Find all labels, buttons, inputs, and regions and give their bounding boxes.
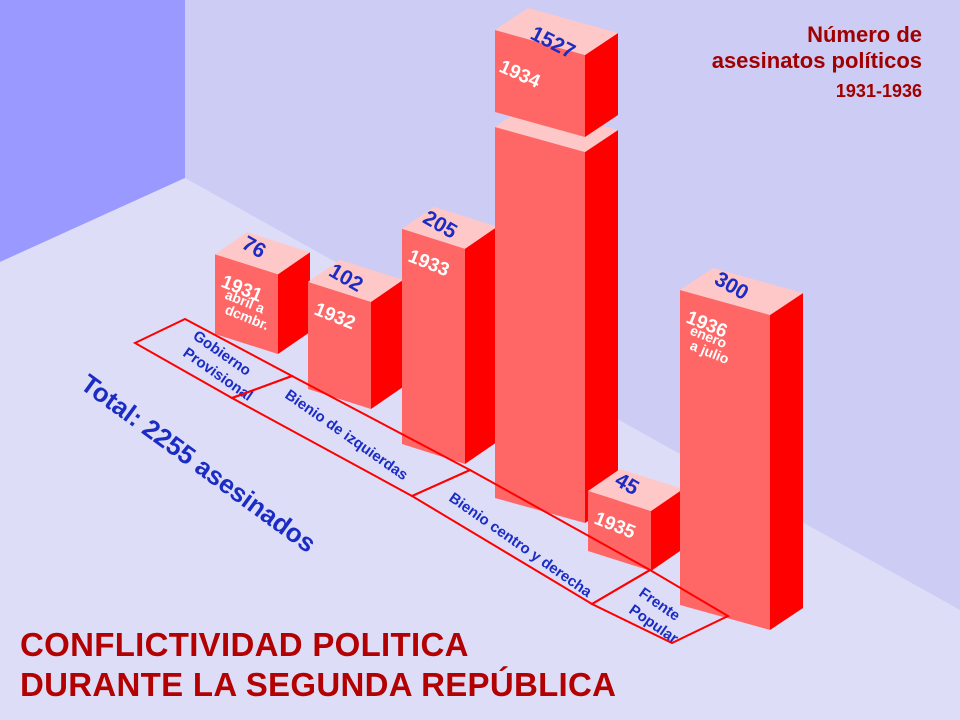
bar-1935-top [588,469,683,511]
bar-1935-front [588,491,651,571]
bar-1931-front [215,254,278,354]
bar-1931-side [278,252,310,354]
left-wall [0,0,185,262]
legend-years: 1931-1936 [835,80,922,101]
bar-1932-side [371,279,403,409]
title-line-1: CONFLICTIVIDAD POLITICA [20,626,469,663]
bar-1934-upper-top [495,8,618,55]
bar-1933-top [402,206,497,249]
bar-1933-side [465,226,497,464]
bar-1932-top [308,259,403,302]
bar-1934-lower-side [585,130,618,523]
bar-1936-top [680,268,803,315]
bar-1934-lower-front [495,127,585,523]
title-line-2: DURANTE LA SEGUNDA REPÚBLICA [20,666,617,704]
period-band-outline [589,568,731,645]
bar-1935-side [651,489,683,571]
legend-line-1: Número de [807,22,922,47]
bar-1932-front [308,281,371,409]
chart-legend-title: Número de asesinatos políticos 1931-1936 [712,22,922,102]
bar-1936-front [680,290,770,630]
page-title: CONFLICTIVIDAD POLITICA DURANTE LA SEGUN… [20,625,616,706]
bar-1933-front [402,228,465,464]
bar-1931-top [215,232,310,275]
bar-1936-side [770,293,803,630]
legend-line-2: asesinatos políticos [711,48,922,74]
bar-1934-upper-side [585,33,618,137]
bar-1934-upper-front [495,30,585,137]
